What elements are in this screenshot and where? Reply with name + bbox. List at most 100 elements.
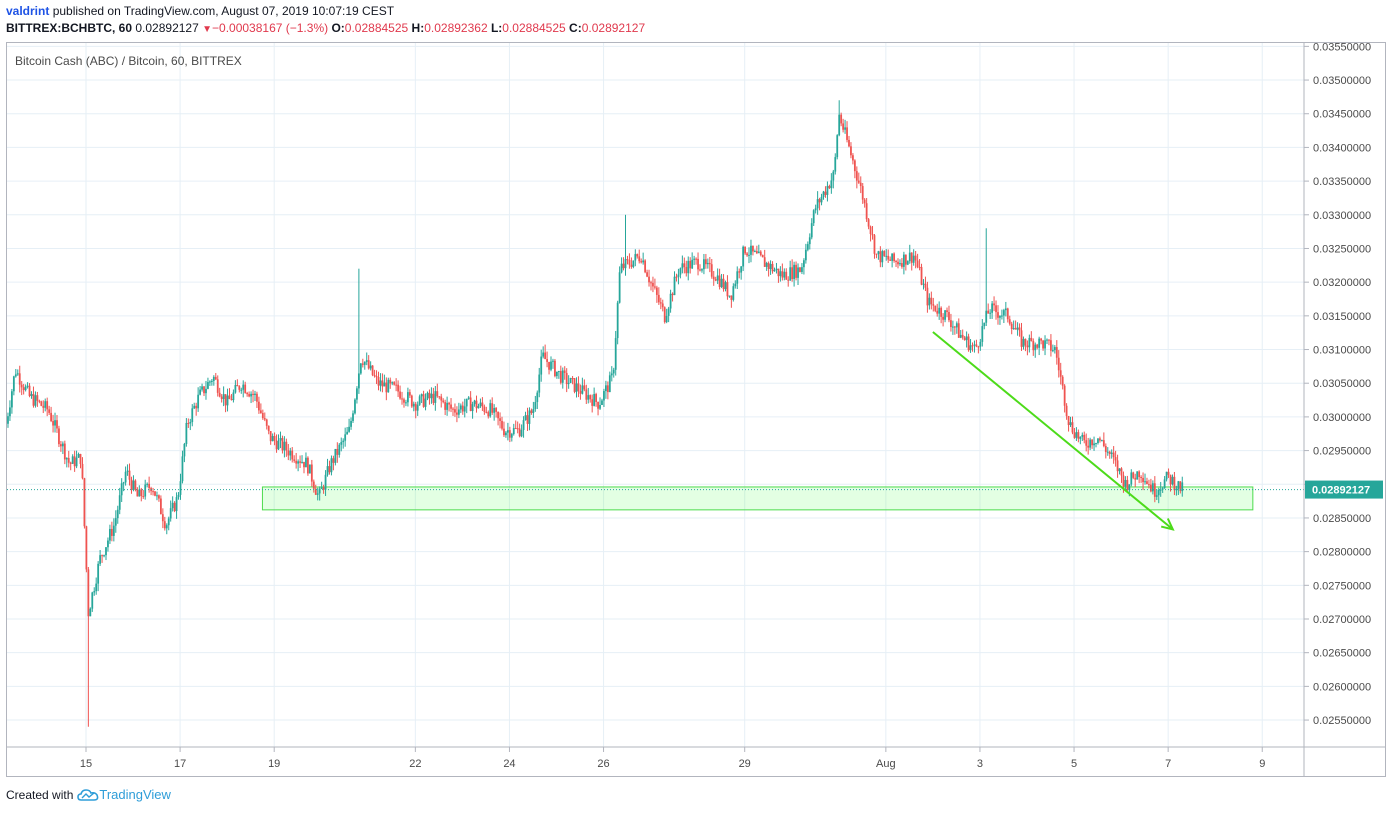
candle-body	[608, 375, 611, 393]
candle-body	[1149, 484, 1152, 492]
candle-body	[926, 287, 929, 306]
time-axis[interactable]: 15 17 19 22 24 26 29 Aug 3 5 7 9	[80, 747, 1265, 770]
candle-body	[902, 254, 905, 267]
candle-body	[591, 399, 594, 406]
candle-body	[587, 395, 590, 400]
candle-body	[87, 569, 90, 617]
candle-body	[299, 461, 301, 463]
candle-body	[1099, 438, 1101, 441]
candle-body	[540, 356, 543, 375]
candle-body	[405, 402, 407, 404]
candle-body	[1151, 483, 1154, 492]
candle-body	[340, 442, 343, 445]
candle-body	[1146, 481, 1148, 485]
candle-body	[424, 398, 427, 407]
candle-body	[385, 382, 388, 393]
candle-body	[287, 450, 290, 456]
candle-body	[875, 253, 878, 255]
candle-body	[867, 219, 870, 227]
candle-body	[1179, 481, 1182, 492]
candle-body	[563, 370, 566, 373]
candle-body	[357, 373, 360, 389]
candle-body	[1028, 337, 1031, 348]
candle-body	[450, 404, 452, 409]
candle-body	[336, 448, 339, 455]
candle-body	[103, 555, 105, 557]
candle-body	[667, 308, 670, 316]
candle-body	[291, 450, 294, 460]
publish-line: valdrint published on TradingView.com, A…	[6, 3, 1386, 20]
candle-body	[383, 382, 386, 387]
candle-body	[612, 369, 615, 374]
candle-body	[189, 422, 192, 424]
candle-body	[228, 395, 231, 400]
candle-body	[1077, 432, 1080, 439]
candle-body	[654, 286, 656, 288]
candle-body	[1061, 376, 1064, 386]
candle-body	[1018, 327, 1021, 331]
candle-body	[142, 496, 145, 498]
candle-body	[259, 410, 262, 413]
price-tick-label: 0.03350000	[1313, 176, 1371, 188]
candle-body	[330, 458, 333, 473]
candle-body	[438, 396, 441, 398]
candle-body	[148, 483, 151, 489]
candle-body	[581, 385, 584, 394]
candle-body	[493, 407, 496, 413]
tradingview-logo[interactable]: TradingView	[77, 787, 171, 802]
candle-body	[275, 440, 278, 450]
chart-frame[interactable]: 0.03550000 0.03500000 0.03450000 0.03400000…	[6, 42, 1386, 777]
candle-body	[263, 418, 266, 420]
candle-body	[1128, 484, 1131, 491]
candle-body	[69, 462, 72, 464]
candle-body	[975, 344, 978, 347]
candle-body	[671, 293, 674, 296]
candle-body	[1051, 350, 1054, 352]
candle-body	[1122, 475, 1125, 487]
candle-body	[38, 400, 41, 402]
candle-body	[718, 275, 721, 287]
candle-body	[456, 412, 458, 415]
candle-body	[783, 271, 786, 278]
price-chart[interactable]: 0.03550000 0.03500000 0.03450000 0.03400000…	[7, 43, 1385, 776]
price-axis[interactable]: 0.03550000 0.03500000 0.03450000 0.03400000…	[1304, 43, 1383, 727]
candle-body	[859, 182, 862, 187]
candle-body	[1169, 474, 1172, 485]
candle-body	[401, 398, 403, 400]
candle-body	[505, 432, 507, 436]
candle-body	[793, 264, 796, 280]
candle-body	[1048, 339, 1050, 341]
candle-body	[483, 406, 486, 412]
candle-body	[308, 464, 311, 474]
candle-body	[191, 408, 194, 423]
candle-body	[532, 409, 535, 414]
candle-body	[503, 428, 505, 436]
candle-body	[810, 223, 813, 238]
candle-body	[569, 378, 572, 383]
candle-body	[232, 392, 235, 401]
candle-body	[761, 255, 764, 258]
author-link[interactable]: valdrint	[6, 4, 50, 18]
candle-body	[240, 389, 243, 391]
candle-body	[46, 401, 49, 410]
candle-body	[908, 252, 911, 262]
footer: Created with TradingView	[6, 787, 171, 802]
candle-body	[1177, 481, 1180, 489]
candle-body	[879, 251, 882, 263]
candle-body	[159, 498, 162, 515]
candle-body	[777, 268, 780, 277]
candle-body	[1091, 439, 1093, 446]
candle-body	[971, 345, 974, 347]
candle-body	[277, 440, 280, 450]
candle-body	[873, 235, 876, 254]
candle-body	[957, 323, 960, 338]
candle-body	[820, 196, 823, 203]
candle-body	[179, 481, 182, 495]
candle-body	[244, 384, 247, 394]
candle-body	[56, 420, 58, 429]
candle-body	[461, 405, 464, 412]
candle-body	[701, 269, 703, 271]
candle-body	[83, 478, 86, 527]
candle-body	[477, 405, 480, 409]
candle-body	[146, 483, 149, 485]
